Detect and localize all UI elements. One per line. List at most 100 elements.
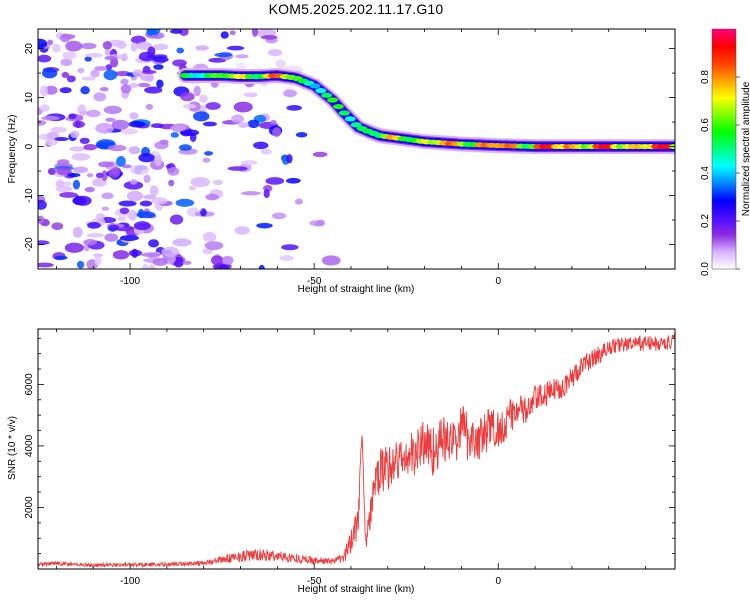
- y-tick-label: 6000: [24, 373, 35, 396]
- spectrogram-noise-blob: [233, 101, 253, 113]
- spectrogram-noise-blob: [170, 125, 187, 132]
- spectrogram-noise-blob: [90, 69, 100, 78]
- spectrogram-noise-blob: [146, 29, 161, 36]
- spectrogram-noise-blob: [101, 206, 110, 211]
- y-tick-label: -20: [24, 237, 35, 252]
- spectrogram-noise-blob: [204, 151, 214, 156]
- spectrogram-noise-blob: [193, 111, 210, 122]
- spectrogram-noise-blob: [138, 153, 155, 163]
- spectrogram-noise-blob: [83, 239, 97, 246]
- spectrogram-ridge-peak: [309, 83, 321, 89]
- spectrogram-noise-blob: [102, 41, 112, 50]
- chart-title: KOM5.2025.202.11.17.G10: [268, 1, 444, 17]
- spectrogram-noise-blob: [105, 117, 116, 122]
- spectrogram-noise-blob: [38, 215, 45, 224]
- spectrogram-noise-blob: [253, 141, 269, 150]
- spectrogram-noise-blob: [55, 185, 73, 193]
- spectrogram-noise-blob: [98, 161, 114, 168]
- spectrogram-noise-blob: [229, 30, 236, 36]
- spectrogram-noise-blob: [46, 39, 54, 46]
- spectrogram-noise-blob: [59, 191, 78, 198]
- spectrogram-noise-blob: [295, 132, 308, 138]
- colorbar: 0.0 0.2 0.4 0.6 0.8 Normalized spectral ampl…: [700, 28, 750, 276]
- spectrogram-noise-blob: [117, 215, 126, 222]
- spectrogram-noise-blob: [286, 105, 302, 111]
- spectrogram-noise-blob: [44, 85, 58, 95]
- spectrogram-noise-blob: [136, 41, 153, 50]
- spectrogram-noise-blob: [61, 71, 70, 79]
- spectrogram-noise-blob: [64, 242, 84, 253]
- spectrogram-noise-blob: [141, 69, 157, 75]
- spectrogram-noise-blob: [93, 92, 107, 102]
- spectrogram-noise-blob: [256, 222, 273, 229]
- spectrogram-noise-blob: [193, 85, 201, 97]
- spectrogram-noise-blob: [108, 224, 120, 231]
- snr-x-label: Height of straight line (km): [298, 584, 415, 595]
- spectrogram-noise-blob: [210, 255, 224, 266]
- spectrogram-noise-blob: [205, 102, 221, 110]
- snr-y-label: SNR (10 * v/v): [7, 416, 18, 480]
- spectrogram-noise-blob: [119, 207, 130, 215]
- colorbar-tick-label: 0.8: [700, 70, 711, 84]
- spectrogram-noise-blob: [270, 119, 277, 125]
- spectrogram-noise-blob: [176, 47, 185, 54]
- colorbar-ticks: 0.0 0.2 0.4 0.6 0.8: [700, 70, 740, 276]
- spectrogram-noise-blob: [281, 244, 299, 251]
- spectrogram-noise-blob: [178, 144, 192, 151]
- x-tick-label: 0: [495, 576, 501, 587]
- spectrogram-y-axis: -20 -10 0 10 20: [24, 43, 675, 270]
- spectrogram-noise-blob: [81, 76, 96, 81]
- spectrogram-ridge-peak: [344, 116, 356, 122]
- spectrogram-noise-blob: [142, 263, 149, 269]
- spectrogram-noise-blob: [68, 113, 77, 120]
- spectrogram-noise-blob: [199, 94, 208, 103]
- spectrogram-noise-blob: [226, 45, 245, 51]
- spectrogram-noise-blob: [149, 185, 159, 197]
- spectrogram-noise-blob: [120, 78, 129, 85]
- spectrogram-noise-blob: [120, 128, 138, 135]
- spectrogram-noise-blob: [182, 103, 197, 109]
- spectrogram-noise-blob: [84, 186, 95, 193]
- spectrogram-noise-blob: [71, 153, 91, 161]
- spectrogram-noise-blob: [286, 154, 293, 164]
- spectrogram-noise-blob: [60, 58, 73, 67]
- spectrogram-noise-blob: [118, 200, 137, 207]
- spectrogram-noise-blob: [218, 264, 230, 269]
- spectrogram-noise-blob: [243, 92, 258, 98]
- spectrogram-noise-blob: [77, 67, 85, 74]
- spectrogram-noise-blob: [283, 89, 297, 98]
- x-tick-label: 0: [495, 276, 501, 287]
- spectrogram-noise-blob: [169, 29, 183, 34]
- spectrogram-noise-blob: [144, 86, 163, 94]
- spectrogram-noise-blob: [39, 104, 50, 112]
- spectrogram-noise-blob: [168, 179, 175, 187]
- spectrogram-noise-blob: [133, 221, 151, 231]
- spectrogram-noise-blob: [268, 49, 283, 57]
- spectrogram-noise-blob: [59, 33, 71, 43]
- spectrogram-noise-blob: [153, 64, 164, 70]
- spectrogram-noise-blob: [72, 179, 81, 190]
- spectrogram-noise-blob: [76, 260, 85, 269]
- spectrogram-noise-blob: [86, 109, 101, 118]
- spectrogram-noise-blob: [112, 250, 130, 260]
- spectrogram-noise-blob: [145, 103, 154, 110]
- spectrogram-noise-blob: [104, 49, 112, 56]
- spectrogram-noise-blob: [204, 241, 224, 250]
- spectrogram-noise-blob: [47, 167, 56, 176]
- spectrogram-noise-blob: [150, 123, 164, 129]
- spectrogram-noise-blob: [260, 148, 272, 155]
- spectrogram-noise-blob: [52, 43, 61, 53]
- colorbar-tick-label: 0.0: [700, 262, 711, 276]
- snr-series-line: [38, 333, 675, 569]
- spectrogram-noise-blob: [153, 56, 169, 63]
- spectrogram-noise-blob: [151, 197, 168, 205]
- spectrogram-noise-blob: [154, 155, 163, 167]
- spectrogram-noise: [38, 29, 341, 269]
- y-tick-label: 4000: [24, 434, 35, 457]
- spectrogram-noise-blob: [220, 31, 229, 39]
- spectrogram-noise-blob: [152, 43, 169, 51]
- spectrogram-noise-blob: [38, 199, 47, 210]
- spectrogram-noise-blob: [51, 222, 64, 231]
- spectrogram-noise-blob: [111, 119, 130, 130]
- spectrogram-noise-blob: [120, 84, 132, 94]
